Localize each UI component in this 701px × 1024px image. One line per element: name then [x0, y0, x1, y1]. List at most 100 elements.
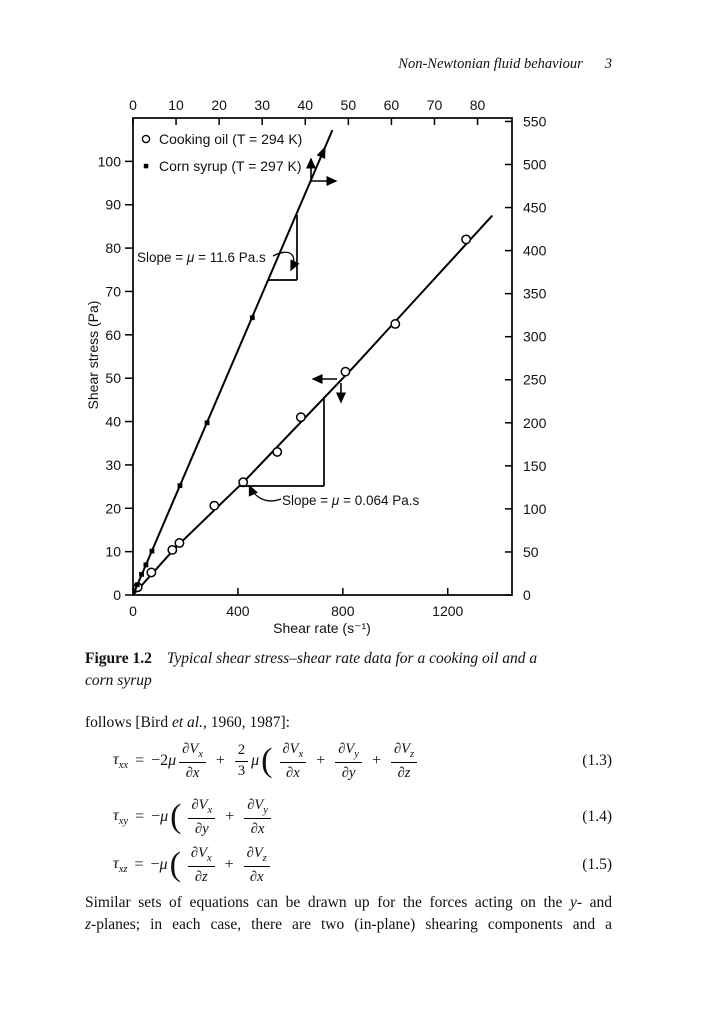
- open-parenthesis: (: [261, 742, 273, 779]
- right-tick-label: 150: [523, 458, 547, 474]
- fraction: ∂Vy ∂y: [335, 741, 362, 782]
- corn-syrup-data-point: [177, 483, 183, 489]
- cooking-oil-data-point: [461, 234, 472, 245]
- figure-caption-label: Figure 1.2: [85, 650, 152, 667]
- equation-number: (1.5): [582, 856, 612, 873]
- legend-label-corn-syrup: Corn syrup (T = 297 K): [159, 158, 302, 174]
- bottom-tick-label: 400: [226, 603, 250, 619]
- y-axis-title: Shear stress (Pa): [85, 301, 101, 410]
- right-tick-label: 250: [523, 372, 547, 388]
- cooking-oil-axis-arrows: [311, 374, 346, 404]
- figure-caption-text-line2: corn syrup: [85, 672, 152, 689]
- right-tick-label: 50: [523, 544, 539, 560]
- cooking-oil-legend-marker: [141, 134, 151, 144]
- cooking-oil-data-point: [272, 446, 283, 457]
- top-tick-label: 10: [168, 97, 184, 113]
- top-tick-label: 50: [341, 97, 357, 113]
- bottom-tick-label: 0: [129, 603, 137, 619]
- running-title: Non-Newtonian fluid behaviour: [398, 56, 583, 72]
- left-tick-label: 30: [105, 457, 121, 473]
- cooking-oil-data-point: [174, 538, 185, 548]
- corn-syrup-line-arrowhead: [316, 146, 326, 159]
- corn-syrup-data-point: [134, 582, 140, 588]
- top-tick-label: 20: [211, 97, 227, 113]
- cooking-oil-data-point: [146, 567, 157, 578]
- corn-syrup-data-point: [139, 571, 145, 577]
- right-tick-label: 0: [523, 587, 531, 603]
- fraction: ∂Vx ∂y: [188, 797, 216, 838]
- cooking-oil-series: [132, 214, 494, 596]
- fraction: ∂Vz ∂x: [243, 845, 270, 886]
- equation-1-3: τxx = −2 μ ∂Vx ∂x +2 3 μ(∂Vx ∂x + ∂Vy ∂y + ∂Vz ∂z (1.3): [85, 733, 612, 789]
- closing-paragraph: Similar sets of equations can be drawn u…: [85, 892, 612, 935]
- slope-pointer-arrow: [248, 484, 282, 502]
- legend: Cooking oil (T = 294 K) Corn syrup (T = 2…: [141, 131, 302, 174]
- legend-entry-cooking-oil: Cooking oil (T = 294 K): [141, 131, 302, 147]
- corn-syrup-data-point: [149, 548, 155, 554]
- right-tick-label: 500: [523, 156, 547, 172]
- equation-1-5: τxz = − μ(∂Vx ∂z + ∂Vz ∂x (1.5): [85, 837, 612, 893]
- slope-annotation-cooking-oil: Slope = μ = 0.064 Pa.s: [239, 397, 420, 508]
- equation-number: (1.4): [582, 808, 612, 825]
- right-tick-label: 400: [523, 243, 547, 259]
- left-tick-label: 90: [105, 197, 121, 213]
- top-tick-label: 40: [297, 97, 313, 113]
- corn-syrup-series: [132, 129, 334, 596]
- slope-label-cooking-oil: Slope = μ = 0.064 Pa.s: [282, 493, 420, 508]
- top-tick-label: 0: [129, 97, 137, 113]
- cooking-oil-data-point: [340, 366, 351, 377]
- bottom-tick-label: 800: [331, 603, 355, 619]
- plot-frame: [132, 117, 513, 596]
- left-tick-label: 10: [105, 544, 121, 560]
- right-tick-label: 350: [523, 286, 547, 302]
- corn-syrup-line: [132, 129, 334, 596]
- bottom-tick-label: 1200: [432, 603, 463, 619]
- top-tick-label: 30: [254, 97, 270, 113]
- fraction: ∂Vx ∂x: [279, 741, 307, 782]
- fraction: ∂Vy ∂x: [244, 797, 271, 838]
- chart-root: 0 10 20 30 40 50 60 70 800 400 800 1200010203040506…: [98, 97, 547, 619]
- left-tick-label: 60: [105, 327, 121, 343]
- right-axis: 0 50 100 150 200 250 300 350 400 450 500 550: [505, 113, 547, 603]
- slope-annotation-corn-syrup: Slope = μ = 11.6 Pa.s: [137, 215, 300, 281]
- left-tick-label: 70: [105, 283, 121, 299]
- right-tick-label: 450: [523, 200, 547, 216]
- cooking-oil-line: [132, 214, 494, 596]
- page-header: Non-Newtonian fluid behaviour 3: [85, 56, 612, 73]
- legend-entry-corn-syrup: Corn syrup (T = 297 K): [143, 158, 302, 174]
- closing-paragraph-line-2: z-planes; in each case, there are two (i…: [85, 915, 612, 933]
- shear-chart-svg: 0 10 20 30 40 50 60 70 800 400 800 1200010203040506…: [85, 97, 547, 636]
- corn-syrup-axis-arrows: [306, 157, 338, 186]
- top-tick-label: 60: [384, 97, 400, 113]
- intro-paragraph: follows [Bird et al., 1960, 1987]:: [85, 714, 290, 731]
- figure-caption: Figure 1.2 Typical shear stress–shear rat…: [85, 648, 630, 692]
- equation-1-4: τxy = − μ(∂Vx ∂y + ∂Vy ∂x (1.4): [85, 789, 612, 845]
- closing-paragraph-line-1: Similar sets of equations can be drawn u…: [85, 894, 613, 911]
- left-tick-label: 100: [98, 153, 122, 169]
- corn-syrup-legend-marker: [143, 163, 149, 169]
- left-axis: 0 10 20 30 40 50 60 70 80 90 100: [98, 153, 133, 603]
- page-number: 3: [604, 56, 612, 72]
- equation-number: (1.3): [582, 752, 612, 769]
- cooking-oil-data-point: [167, 544, 178, 555]
- top-tick-label: 80: [470, 97, 486, 113]
- x-axis-title: Shear rate (s⁻¹): [273, 620, 371, 636]
- left-tick-label: 20: [105, 500, 121, 516]
- cooking-oil-data-point: [295, 412, 306, 423]
- right-tick-label: 100: [523, 501, 547, 517]
- corn-syrup-data-point: [204, 420, 210, 426]
- equation-body: τxx = −2 μ ∂Vx ∂x +2 3 μ(∂Vx ∂x + ∂Vy ∂y + ∂Vz ∂z: [113, 741, 420, 782]
- left-tick-label: 50: [105, 370, 121, 386]
- figure-caption-text-line1: Typical shear stress–shear rate data for…: [166, 650, 538, 667]
- fraction: ∂Vx ∂x: [179, 741, 206, 782]
- bottom-axis: 0 400 800 1200: [129, 588, 464, 619]
- open-parenthesis: (: [169, 846, 181, 883]
- cooking-oil-data-point: [390, 319, 401, 329]
- fraction: ∂Vx ∂z: [187, 845, 215, 886]
- equation-body: τxy = − μ(∂Vx ∂y + ∂Vy ∂x: [113, 797, 274, 838]
- slope-label-corn-syrup: Slope = μ = 11.6 Pa.s: [137, 250, 266, 265]
- legend-label-cooking-oil: Cooking oil (T = 294 K): [159, 131, 302, 147]
- left-tick-label: 80: [105, 240, 121, 256]
